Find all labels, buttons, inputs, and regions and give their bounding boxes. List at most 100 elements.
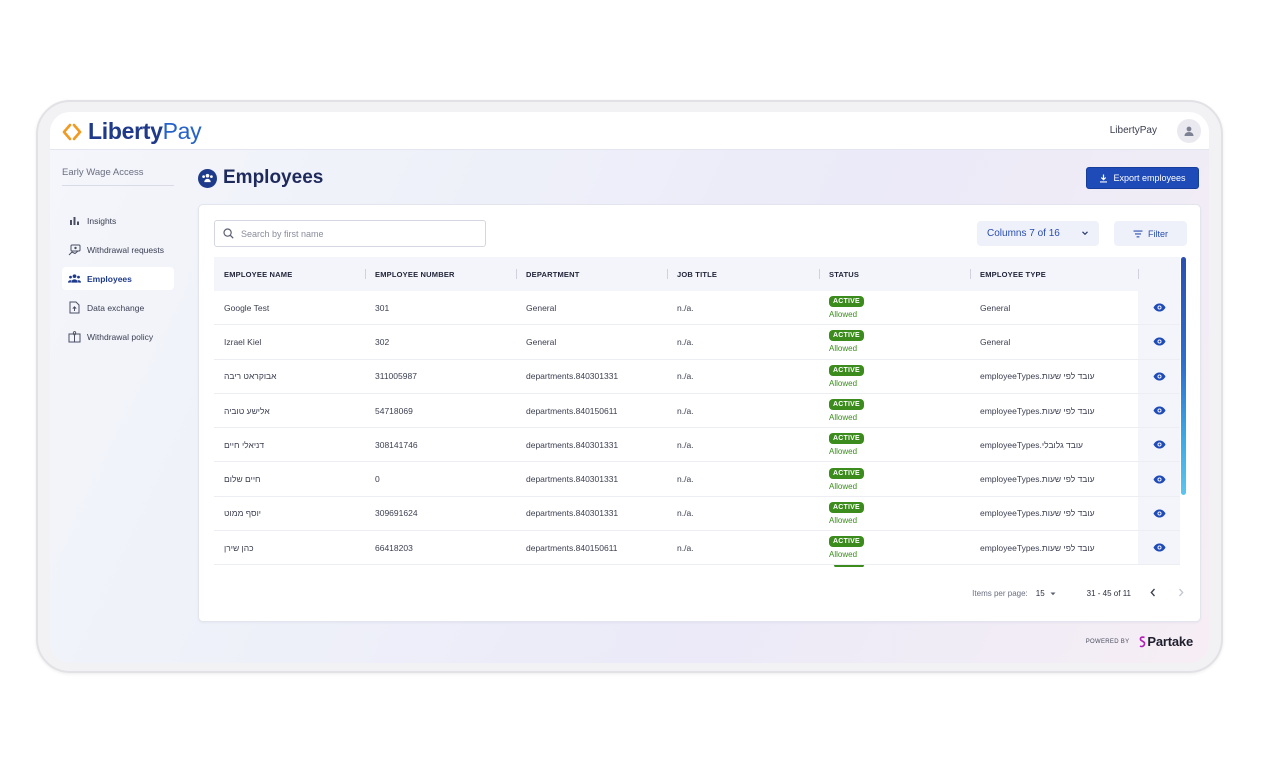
column-header-employee-name[interactable]: EMPLOYEE NAME bbox=[224, 269, 293, 279]
column-header-status[interactable]: STATUS bbox=[819, 257, 970, 291]
cell-employee-type: employeeTypes.עובד גלובלי bbox=[980, 439, 1083, 450]
columns-label: Columns 7 of 16 bbox=[987, 228, 1060, 239]
powered-by: POWERED BY Partake bbox=[1086, 634, 1193, 649]
employees-card: Search by first name Columns 7 of 16 Fil… bbox=[198, 204, 1201, 622]
cell-actions bbox=[1138, 291, 1180, 325]
cell-actions bbox=[1138, 325, 1180, 359]
sidebar-item-data-exchange[interactable]: Data exchange bbox=[62, 296, 174, 319]
status-substatus: Allowed bbox=[829, 550, 858, 560]
table-row[interactable]: Google Test 301 General n./a. ACTIVE Allo… bbox=[214, 291, 1180, 326]
cell-number: 311005987 bbox=[375, 371, 417, 382]
status-substatus: Allowed bbox=[829, 413, 858, 423]
column-header-job-title[interactable]: JOB TITLE bbox=[667, 257, 819, 291]
export-employees-button[interactable]: Export employees bbox=[1086, 167, 1199, 189]
partake-logo: Partake bbox=[1147, 634, 1193, 649]
cell-employee-type: employeeTypes.עובד לפי שעות bbox=[980, 508, 1095, 519]
file-upload-icon bbox=[68, 301, 81, 314]
table-scrollbar[interactable] bbox=[1181, 257, 1186, 495]
cell-department: General bbox=[526, 336, 557, 347]
sidebar-section-title: Early Wage Access bbox=[62, 150, 174, 186]
avatar[interactable] bbox=[1177, 119, 1201, 143]
cell-job-title: n./a. bbox=[677, 542, 694, 553]
column-header-actions bbox=[1138, 257, 1180, 291]
caret-down-icon bbox=[1050, 592, 1056, 595]
columns-select[interactable]: Columns 7 of 16 bbox=[977, 221, 1099, 246]
status-badge: ACTIVE bbox=[829, 330, 864, 342]
people-icon bbox=[198, 168, 217, 188]
sidebar-item-insights[interactable]: Insights bbox=[62, 209, 174, 232]
sidebar-item-employees[interactable]: Employees bbox=[62, 267, 174, 290]
cell-number: 0 bbox=[375, 474, 380, 485]
cell-department: departments.840150611 bbox=[526, 542, 618, 553]
sidebar-item-label: Withdrawal requests bbox=[87, 244, 165, 255]
column-header-department[interactable]: DEPARTMENT bbox=[516, 257, 667, 291]
previous-page-button[interactable] bbox=[1149, 588, 1157, 599]
cell-status: ACTIVE Allowed bbox=[819, 394, 970, 427]
policy-icon bbox=[68, 330, 81, 343]
cell-department: departments.840150611 bbox=[526, 405, 618, 416]
status-badge: ACTIVE bbox=[829, 296, 864, 308]
page-header: Employees bbox=[198, 167, 323, 189]
search-icon bbox=[223, 228, 234, 239]
sidebar-item-withdrawal-policy[interactable]: Withdrawal policy bbox=[62, 325, 174, 348]
cell-actions bbox=[1138, 428, 1180, 462]
cell-department: departments.840301331 bbox=[526, 474, 619, 485]
table-row[interactable]: אבוקראט ריבה 311005987 departments.84030… bbox=[214, 359, 1180, 394]
logo-text-pay: Pay bbox=[162, 118, 202, 144]
status-substatus: Allowed bbox=[829, 310, 858, 320]
sidebar-item-label: Employees bbox=[87, 273, 132, 284]
page-range: 31 - 45 of 11 bbox=[1086, 589, 1131, 598]
table-row[interactable]: יוסף ממוט 309691624 departments.84030133… bbox=[214, 496, 1180, 532]
status-badge-partial bbox=[834, 565, 864, 567]
people-icon bbox=[68, 272, 81, 285]
user-name[interactable]: LibertyPay bbox=[1109, 125, 1157, 136]
items-per-page-select[interactable]: 15 bbox=[1036, 589, 1057, 598]
logo-brackets-icon bbox=[62, 122, 82, 142]
sidebar: Early Wage Access Insights Withdrawal re… bbox=[62, 150, 174, 354]
sidebar-item-label: Data exchange bbox=[87, 302, 145, 313]
view-button[interactable] bbox=[1150, 299, 1168, 317]
cell-number: 301 bbox=[375, 302, 390, 313]
view-button[interactable] bbox=[1150, 367, 1168, 385]
table-row[interactable]: כהן שירן 66418203 departments.840150611 … bbox=[214, 531, 1180, 566]
filter-button[interactable]: Filter bbox=[1114, 221, 1187, 246]
table-row[interactable]: Izrael Kiel 302 General n./a. ACTIVE Allo… bbox=[214, 325, 1180, 360]
cell-status: ACTIVE Allowed bbox=[819, 462, 970, 495]
cell-actions bbox=[1138, 359, 1180, 393]
view-button[interactable] bbox=[1150, 504, 1168, 522]
device-frame: LibertyPay LibertyPay Early Wage Access … bbox=[36, 100, 1223, 673]
table-row[interactable]: חיים שלום 0 departments.840301331 n./a. … bbox=[214, 462, 1180, 497]
cell-name: Izrael Kiel bbox=[224, 336, 262, 347]
user-icon bbox=[1184, 126, 1194, 136]
eye-icon bbox=[1153, 543, 1165, 552]
view-button[interactable] bbox=[1150, 333, 1168, 351]
status-badge: ACTIVE bbox=[829, 467, 864, 479]
view-button[interactable] bbox=[1150, 470, 1168, 488]
cell-name: Google Test bbox=[224, 302, 270, 313]
eye-icon bbox=[1153, 303, 1165, 312]
cell-name: אלישע טוביה bbox=[224, 405, 270, 416]
chevron-right-icon bbox=[1179, 588, 1184, 597]
cell-job-title: n./a. bbox=[677, 474, 694, 485]
sidebar-item-withdrawal-requests[interactable]: Withdrawal requests bbox=[62, 238, 174, 261]
cell-department: General bbox=[526, 302, 557, 313]
next-page-button[interactable] bbox=[1177, 588, 1185, 599]
employees-table: EMPLOYEE NAME EMPLOYEE NUMBER DEPARTMENT… bbox=[214, 257, 1180, 567]
table-header: EMPLOYEE NAME EMPLOYEE NUMBER DEPARTMENT… bbox=[214, 257, 1180, 291]
cell-name: אבוקראט ריבה bbox=[224, 371, 277, 382]
column-header-employee-type[interactable]: EMPLOYEE TYPE bbox=[970, 257, 1138, 291]
sidebar-item-label: Insights bbox=[87, 215, 117, 226]
cell-status: ACTIVE Allowed bbox=[819, 531, 970, 564]
view-button[interactable] bbox=[1150, 436, 1168, 454]
status-badge: ACTIVE bbox=[829, 433, 864, 445]
libertypay-logo[interactable]: LibertyPay bbox=[62, 118, 202, 145]
view-button[interactable] bbox=[1150, 402, 1168, 420]
column-header-employee-number[interactable]: EMPLOYEE NUMBER bbox=[365, 257, 516, 291]
view-button[interactable] bbox=[1150, 539, 1168, 557]
table-row[interactable]: אלישע טוביה 54718069 departments.8401506… bbox=[214, 393, 1180, 429]
status-substatus: Allowed bbox=[829, 515, 858, 525]
table-row[interactable]: דניאלי חיים 308141746 departments.840301… bbox=[214, 428, 1180, 463]
search-input[interactable]: Search by first name bbox=[214, 220, 486, 247]
cell-employee-type: employeeTypes.עובד לפי שעות bbox=[980, 542, 1095, 553]
cell-status: ACTIVE Allowed bbox=[819, 291, 970, 324]
